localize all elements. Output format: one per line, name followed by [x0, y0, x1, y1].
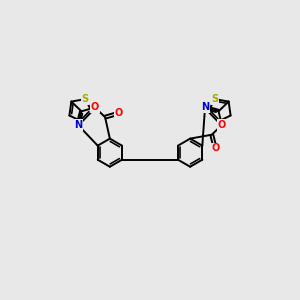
Text: S: S — [211, 94, 218, 104]
Text: N: N — [201, 102, 209, 112]
Text: N: N — [74, 120, 82, 130]
Text: O: O — [211, 143, 219, 153]
Text: O: O — [115, 108, 123, 118]
Text: S: S — [82, 94, 89, 104]
Text: O: O — [91, 102, 99, 112]
Text: O: O — [218, 120, 226, 130]
